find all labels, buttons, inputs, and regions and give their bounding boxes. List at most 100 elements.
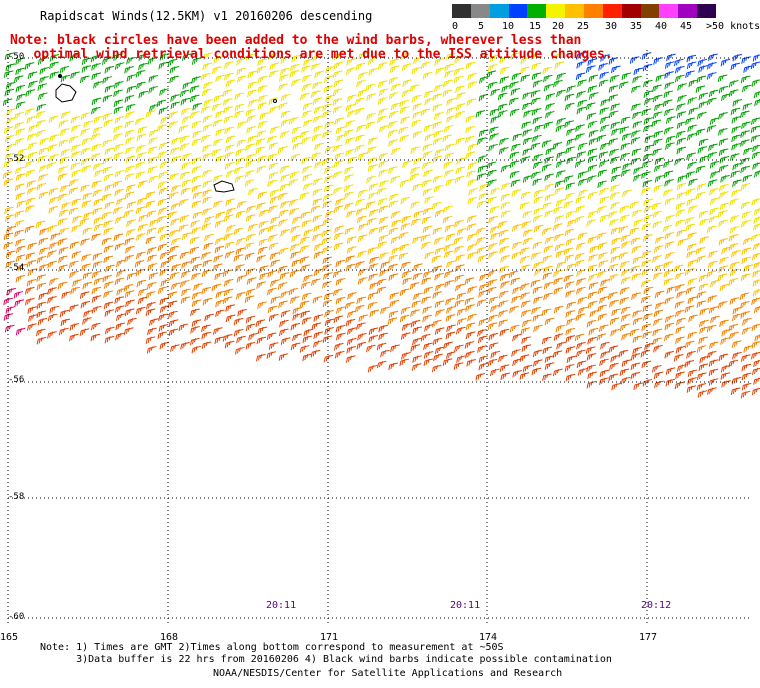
wind-barb (72, 279, 82, 287)
wind-barb (225, 304, 235, 312)
wind-barb (731, 134, 741, 143)
wind-barb (412, 111, 422, 119)
wind-barb (215, 299, 225, 308)
wind-barb (80, 128, 90, 136)
wind-barb (644, 205, 654, 214)
wind-barb (246, 277, 257, 285)
wind-barb (523, 229, 533, 237)
wind-barb (641, 279, 651, 288)
wind-barb (663, 261, 673, 269)
wind-barb (36, 310, 47, 319)
wind-barb (234, 110, 244, 119)
wind-barb (445, 52, 456, 61)
wind-barb (674, 74, 685, 83)
wind-barb (739, 292, 750, 301)
wind-barb (742, 174, 753, 183)
wind-barb (224, 72, 234, 81)
wind-barb (167, 211, 178, 219)
wind-barb (332, 98, 343, 106)
wind-barb (587, 155, 598, 163)
wind-barb (729, 297, 740, 305)
wind-barb (146, 346, 157, 354)
wind-barb (707, 179, 718, 187)
wind-barb (135, 117, 145, 126)
wind-barb (709, 187, 719, 196)
wind-barb (169, 272, 180, 280)
wind-barb (235, 291, 246, 300)
wind-barb (442, 89, 453, 97)
wind-barb (148, 137, 158, 145)
wind-barb (697, 58, 707, 67)
wind-barb (410, 146, 420, 154)
wind-barb (313, 53, 323, 62)
wind-barb (27, 133, 37, 141)
wind-barb (641, 268, 652, 277)
wind-barb (3, 126, 14, 134)
wind-barb (292, 216, 302, 224)
wind-barb (413, 157, 423, 166)
wind-barb (665, 214, 675, 223)
wind-barb (663, 126, 674, 135)
wind-barb (708, 306, 719, 314)
wind-barb (201, 324, 211, 333)
wind-barb (58, 247, 69, 255)
wind-barb (533, 207, 543, 216)
wind-barb (532, 116, 543, 125)
lon-label: 174 (479, 632, 498, 643)
wind-barb (478, 192, 489, 201)
wind-barb (213, 94, 224, 103)
wind-barb (665, 367, 676, 375)
wind-barb (292, 142, 303, 151)
wind-barb (498, 300, 509, 308)
wind-barb (93, 223, 104, 232)
wind-barb (696, 255, 707, 263)
wind-barb (619, 368, 630, 377)
wind-barb (357, 234, 368, 242)
wind-barb (652, 111, 663, 119)
wind-barb (687, 205, 698, 213)
wind-barb (258, 238, 269, 247)
wind-barb (720, 58, 731, 67)
wind-barb (36, 182, 47, 191)
wind-barb (181, 115, 192, 124)
legend-tick-label: 25 (577, 21, 590, 32)
wind-barb (325, 65, 335, 74)
wind-barb (444, 152, 455, 161)
wind-barb (633, 174, 643, 182)
wind-barb (721, 328, 731, 337)
wind-barb (224, 340, 235, 349)
wind-barb (69, 333, 79, 342)
wind-barb (611, 382, 621, 391)
wind-barb (15, 238, 25, 247)
wind-barb (500, 281, 510, 289)
wind-barb (609, 218, 619, 227)
wind-barb (35, 220, 46, 229)
wind-barb (80, 147, 91, 156)
wind-barb (510, 88, 521, 96)
wind-barb (653, 272, 663, 280)
wind-barb (354, 97, 365, 106)
wind-barb (203, 81, 213, 90)
wind-barb (465, 125, 475, 134)
wind-barb (245, 143, 255, 152)
wind-barb (278, 353, 289, 361)
wind-barb (377, 197, 388, 206)
wind-barb (388, 193, 399, 202)
wind-barb (157, 243, 168, 252)
wind-barb (512, 358, 522, 367)
wind-barb (233, 254, 244, 262)
wind-barb (729, 331, 739, 340)
wind-barb (356, 215, 367, 224)
wind-barb (37, 155, 48, 163)
wind-barb (532, 178, 543, 186)
wind-barb (323, 272, 333, 280)
wind-barb (687, 331, 697, 340)
wind-barb (245, 268, 256, 276)
wind-barb (93, 80, 103, 89)
wind-barb (487, 322, 498, 330)
wind-barb (224, 251, 235, 259)
wind-barb (630, 237, 641, 245)
wind-barb (588, 282, 599, 290)
wind-barb (686, 243, 697, 252)
wind-barb (618, 81, 629, 89)
